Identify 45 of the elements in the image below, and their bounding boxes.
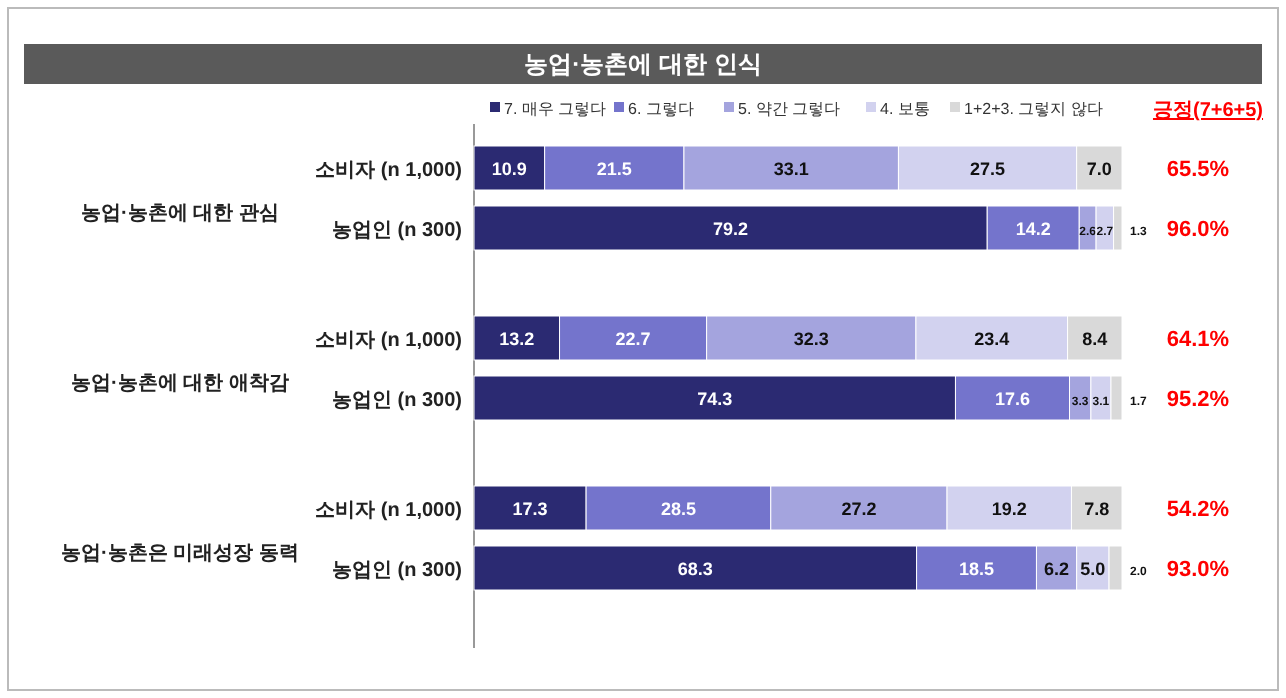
data-label: 7.8 [1084, 499, 1110, 519]
text: 농업·농촌에 대한 애착감 [71, 373, 289, 395]
data-label: 33.1 [773, 159, 809, 179]
data-label: 21.5 [596, 159, 632, 179]
y-tick-label: 소비자 (n 1,000) [315, 500, 462, 522]
text: 농업·농촌에 대한 관심 [81, 203, 279, 225]
data-label: 68.3 [677, 559, 713, 579]
data-label: 10.9 [491, 159, 527, 179]
y-tick-label: 농업인 (n 300) [331, 390, 462, 412]
y-tick-label: 농업인 (n 300) [331, 220, 462, 242]
legend-label: 1+2+3. 그렇지 않다 [964, 100, 1103, 118]
text: 농업·농촌은 미래성장 동력 [61, 543, 299, 565]
text: 64.1% [1166, 328, 1230, 352]
text: 96.0% [1166, 218, 1230, 242]
text: 95.2% [1166, 388, 1230, 412]
data-label: 22.7 [615, 329, 651, 349]
data-label: 7.0 [1086, 159, 1112, 179]
data-label: 6.2 [1044, 559, 1070, 579]
legend-label: 6. 그렇다 [628, 100, 694, 118]
y-tick-label: 소비자 (n 1,000) [315, 330, 462, 352]
legend-label: 7. 매우 그렇다 [504, 100, 607, 118]
text: 93.0% [1166, 558, 1230, 582]
legend-label: 5. 약간 그렇다 [738, 100, 841, 118]
data-label: 17.6 [994, 389, 1031, 409]
y-tick-label: 농업인 (n 300) [331, 560, 462, 582]
text: 65.5% [1166, 158, 1230, 182]
text: 54.2% [1166, 498, 1230, 522]
data-label: 23.4 [974, 329, 1010, 349]
y-tick-label: 소비자 (n 1,000) [315, 160, 462, 182]
data-label: 5.0 [1080, 559, 1106, 579]
data-label: 8.4 [1082, 329, 1108, 349]
data-label: 32.3 [793, 329, 829, 349]
data-label: 74.3 [697, 389, 733, 409]
data-label: 19.2 [991, 499, 1027, 519]
data-label: 18.5 [958, 559, 995, 579]
data-label: 17.3 [512, 499, 548, 519]
data-label: 27.5 [970, 159, 1006, 179]
legend-label: 4. 보통 [880, 100, 930, 118]
data-label: 14.2 [1015, 219, 1051, 239]
data-label: 28.5 [660, 499, 696, 519]
data-label: 13.2 [499, 329, 535, 349]
chart-title: 농업·농촌에 대한 인식 [524, 50, 762, 78]
data-label: 27.2 [841, 499, 877, 519]
data-label: 79.2 [713, 219, 749, 239]
text: 긍정(7+6+5) [1152, 100, 1264, 122]
